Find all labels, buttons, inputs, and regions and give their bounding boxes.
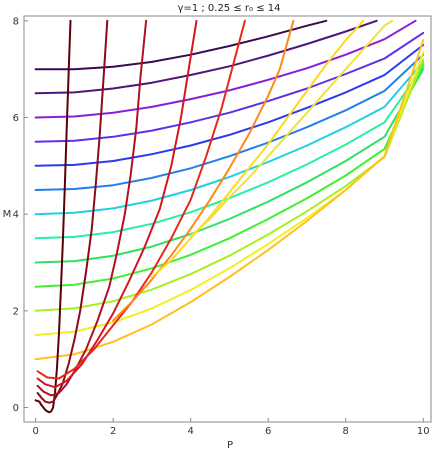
x-tick-label: 10 (417, 426, 430, 437)
family-b-curve-4 (34, 31, 425, 143)
family-b-curve-7 (34, 60, 425, 216)
x-tick-label: 2 (110, 426, 116, 437)
family-b-curve-2 (34, 19, 378, 95)
family-a-curve-1 (34, 19, 72, 414)
x-tick-label: 8 (343, 426, 349, 437)
family-b-curve-5 (34, 44, 425, 167)
x-tick-label: 6 (265, 426, 271, 437)
family-a-curve-5 (36, 19, 246, 380)
y-tick-label: 4 (13, 210, 19, 221)
chart-title: γ=1 ; 0.25 ≤ r₀ ≤ 14 (178, 3, 281, 14)
family-a-curve-7 (150, 19, 365, 278)
family-a-curve-6 (112, 19, 295, 322)
family-a-curve-3 (36, 19, 148, 397)
y-tick-label: 6 (13, 113, 19, 124)
x-tick-label: 4 (187, 426, 193, 437)
family-b-curve-9 (34, 68, 425, 264)
family-a-curve-2 (36, 19, 109, 404)
x-tick-label: 0 (32, 426, 38, 437)
y-tick-label: 0 (13, 403, 19, 414)
family-a-curve-8 (189, 19, 394, 237)
family-b-curve-11 (34, 58, 425, 312)
x-axis-ticks: 0 2 4 6 8 10 (32, 418, 430, 437)
curve-family-b (34, 19, 425, 361)
y-axis-label: M (3, 209, 12, 220)
curve-family-a (34, 19, 394, 414)
y-tick-label: 2 (13, 306, 19, 317)
y-tick-label: 8 (13, 16, 19, 27)
x-axis-label: P (227, 440, 233, 451)
family-b-curve-13 (34, 39, 425, 361)
family-b-curve-6 (34, 53, 425, 191)
y-axis-ticks: 0 2 4 6 8 (13, 16, 28, 414)
plot-frame (23, 15, 432, 423)
family-a-curve-4 (36, 19, 198, 389)
family-b-curve-10 (34, 63, 425, 288)
